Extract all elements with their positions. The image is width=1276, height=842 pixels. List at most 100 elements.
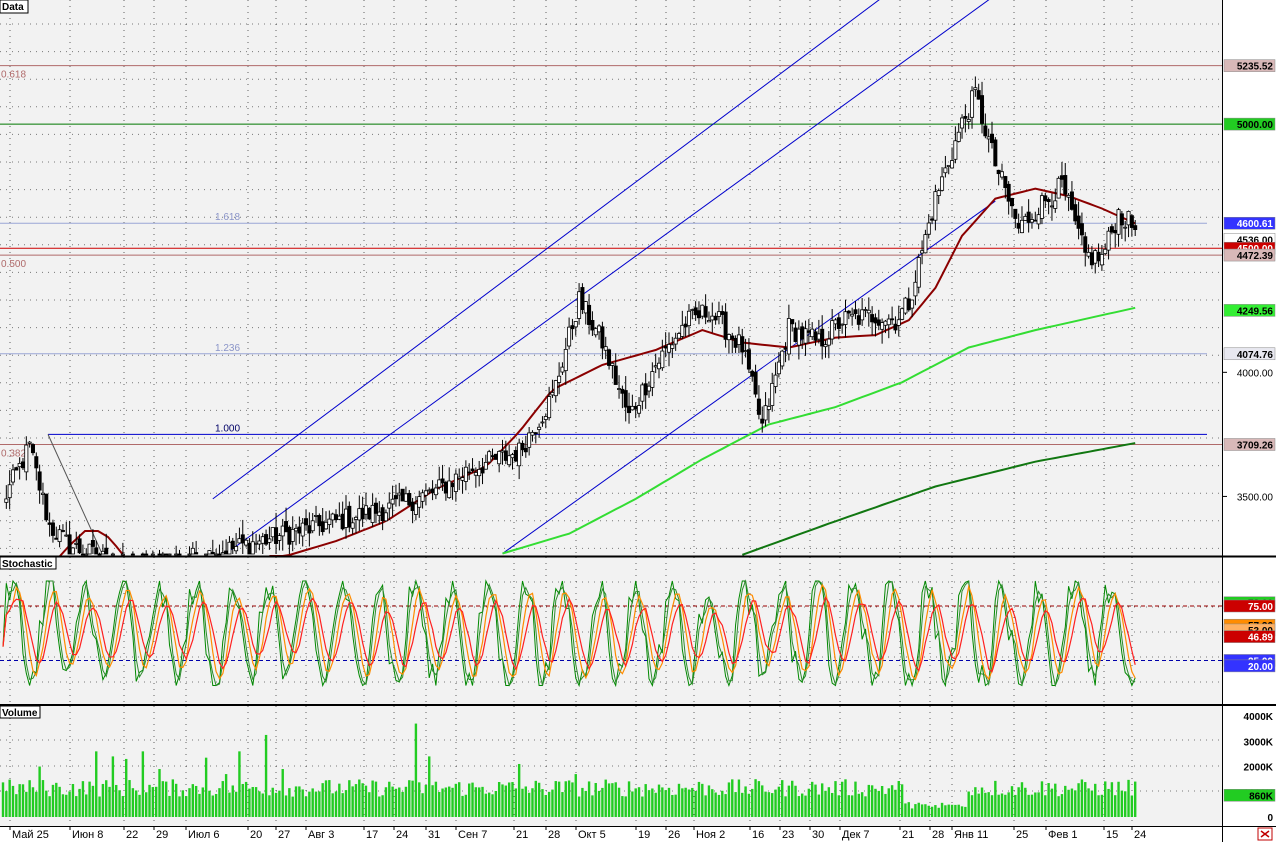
date-tick-label: 27 [278,829,290,841]
price-marker-label: 4074.76 [1237,350,1274,361]
stochastic-line [2,579,1136,688]
candle-body [770,382,775,406]
volume-bar [408,780,411,817]
candle-body [277,535,282,541]
volume-bar [418,782,421,817]
candle-body [420,492,425,502]
volume-bar [667,787,671,817]
volume-bar [348,780,351,817]
volume-bar [674,794,677,817]
candle-body [60,530,65,532]
volume-bar [1054,783,1057,817]
candle-body [57,529,62,543]
candle-body [876,319,881,326]
volume-bar [764,791,767,817]
candle-body [1063,175,1068,195]
volume-bar [754,779,757,817]
candle-body [766,406,771,410]
volume-bar [950,804,954,817]
date-tick-label: Июл 6 [188,829,220,841]
candle-body [410,501,415,512]
volume-bar [374,781,378,817]
candle-body [220,552,225,555]
date-tick-label: 24 [396,829,408,841]
volume-bar [1080,779,1084,817]
volume-bar [880,786,884,817]
volume-tick-label: 4000K [1244,712,1274,723]
candle-body [783,347,788,350]
candle-body [1086,251,1091,257]
volume-bar [1127,779,1130,817]
candle-body [503,450,508,461]
price-marker-label: 4536.00 [1237,235,1274,246]
price-marker-label: 4600.61 [1237,219,1274,230]
candle-body [30,444,35,454]
fib-extension-label: 1.000 [215,423,240,434]
volume-bar [504,785,508,817]
volume-bar [1120,790,1124,817]
volume-bar [151,787,155,817]
candle-body [387,502,392,509]
stochastic-pane-title: Stochastic [0,556,57,570]
volume-tick-label: 2000K [1244,763,1274,774]
volume-bar [854,781,857,817]
candle-body [393,495,398,500]
volume-bar [81,781,85,817]
volume-bar [18,784,21,817]
volume-bar [244,781,248,817]
candle-body [630,405,635,411]
candle-body [763,405,768,421]
volume-bar [411,780,414,817]
volume-bar [954,804,957,817]
volume-bar [824,790,827,817]
volume-bar [31,787,35,817]
candle-body [34,456,39,469]
date-tick-label: 25 [1016,829,1028,841]
candle-body [130,553,135,556]
volume-bar [404,786,408,817]
volume-bar [634,788,637,817]
volume-bar [621,796,624,817]
volume-bar [547,791,551,817]
candle-body [427,489,432,492]
volume-bar [581,787,584,817]
volume-bar [711,789,714,817]
candle-body [920,250,925,254]
candle-body [773,374,778,387]
volume-bar [597,790,601,817]
price-axis: 3500.00 4000.00 5235.52 5000.00 4600.61 4536.… [1222,59,1276,503]
volume-bar [614,782,617,817]
price-pane[interactable] [0,0,1222,556]
candle-body [953,140,958,160]
volume-bar [1057,796,1060,817]
volume-bar [468,783,471,817]
volume-bar [897,781,900,817]
volume-bar [691,787,694,817]
stochastic-marker-label: 20.00 [1248,662,1273,673]
volume-bar [537,782,541,817]
candle-body [623,390,628,408]
volume-bar [801,793,804,817]
candle-body [270,527,275,538]
candle-body [886,318,891,326]
corner-close-icon[interactable] [1257,827,1273,841]
candle-body [816,333,821,340]
volume-bar [324,780,328,817]
volume-bar [391,786,394,817]
svg-text:Volume: Volume [2,708,38,719]
volume-bar [771,793,774,817]
candle-body [903,297,908,314]
volume-bar [251,786,254,817]
candle-body [716,311,721,317]
candle-body [187,553,192,556]
candle-body [90,540,95,547]
candle-body [810,328,815,338]
price-tick-label: 4000.00 [1237,368,1274,379]
volume-bar [541,789,544,817]
volume-bar [131,788,135,817]
candle-body [287,526,292,545]
candle-body [430,488,435,494]
volume-bar [8,779,11,817]
volume-bar [787,785,791,817]
candle-body [1076,215,1081,229]
